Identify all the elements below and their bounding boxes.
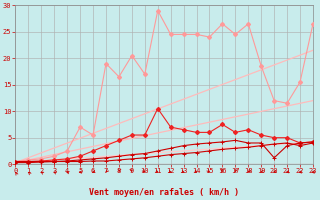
X-axis label: Vent moyen/en rafales ( km/h ): Vent moyen/en rafales ( km/h ): [89, 188, 239, 197]
